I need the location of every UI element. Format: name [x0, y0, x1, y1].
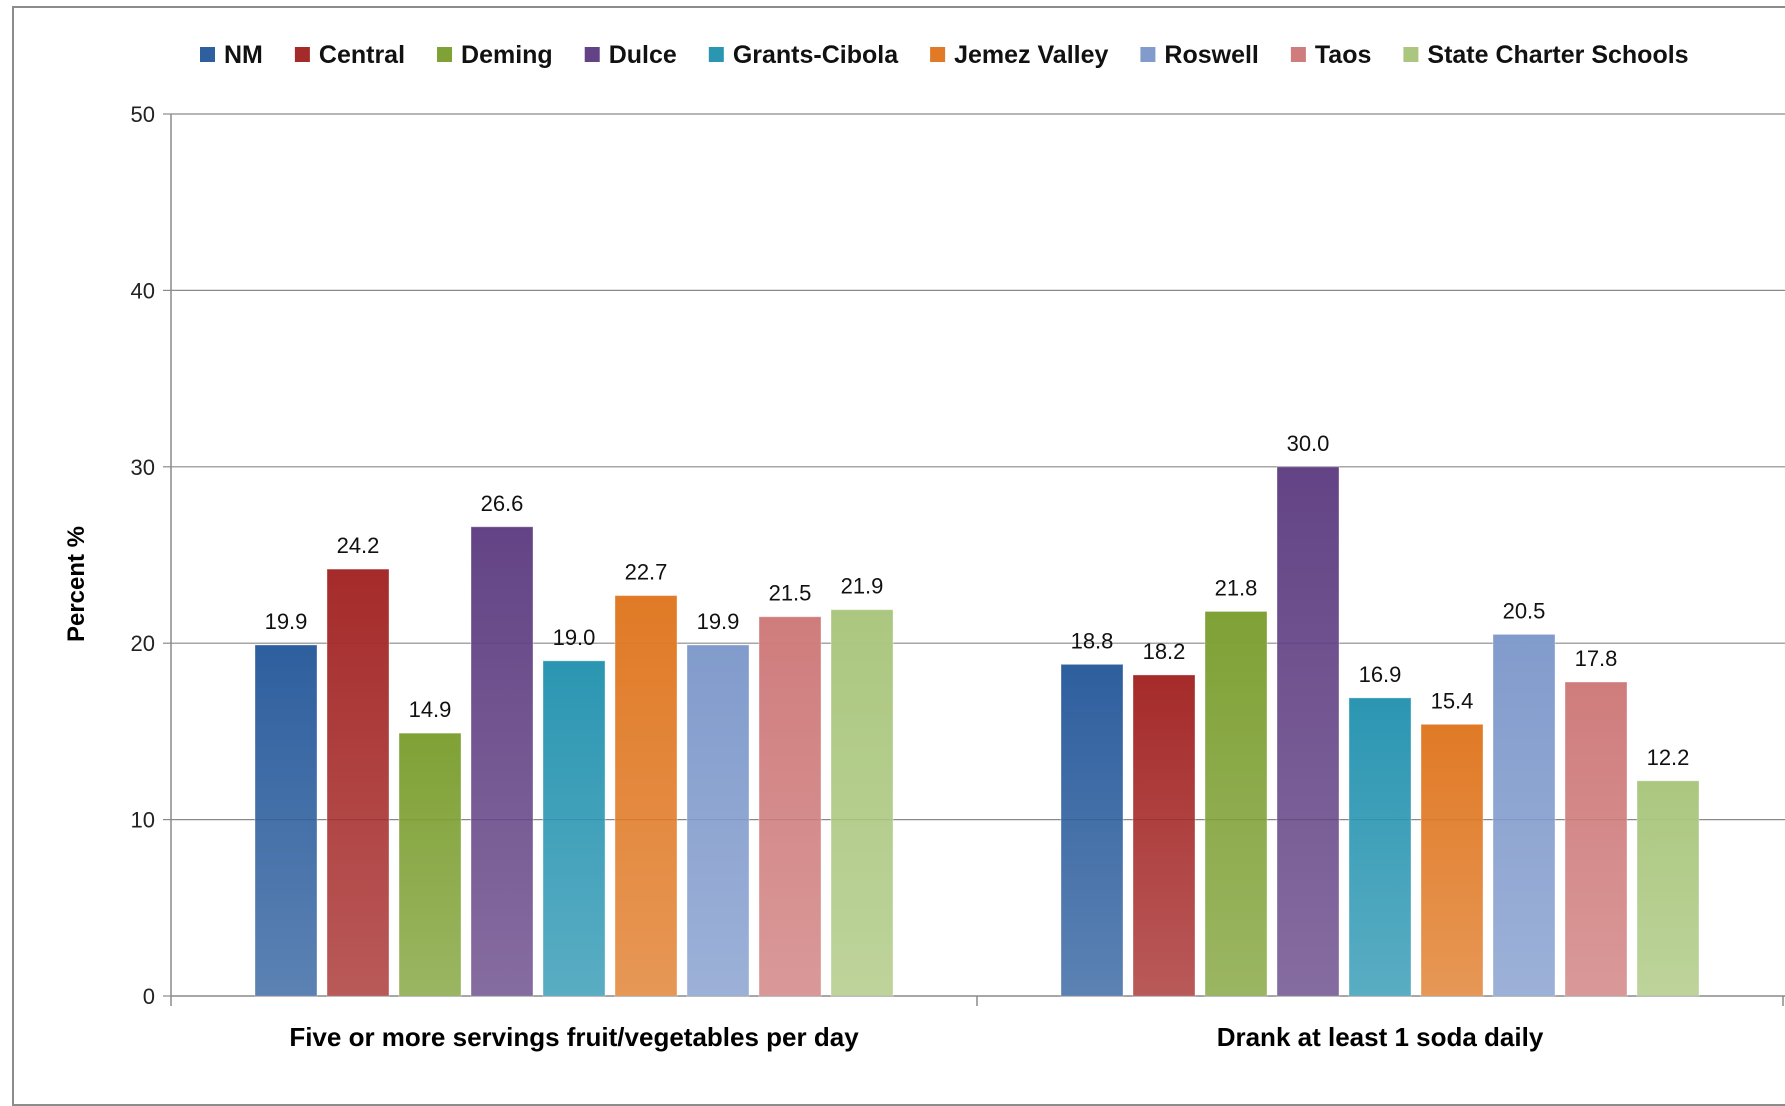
y-tick-label: 10 — [131, 808, 155, 833]
data-label-dulce-2: 30.0 — [1287, 431, 1330, 456]
bar-taos-2 — [1564, 681, 1628, 997]
legend-swatch — [437, 47, 453, 62]
legend-swatch — [584, 47, 600, 62]
data-label-dulce-1: 26.6 — [481, 491, 524, 516]
data-label-grants-cibola-2: 16.9 — [1359, 662, 1402, 687]
bar-jemez-valley-1 — [614, 595, 678, 997]
bar-central-2 — [1132, 674, 1196, 997]
y-tick-label: 30 — [131, 455, 155, 480]
category-label-1: Five or more servings fruit/vegetables p… — [289, 1022, 859, 1052]
legend-label: Roswell — [1164, 41, 1258, 69]
data-label-roswell-1: 19.9 — [697, 609, 740, 634]
data-label-central-2: 18.2 — [1143, 639, 1186, 664]
bar-state-charter-schools-1 — [830, 609, 894, 997]
legend-item-roswell: Roswell — [1140, 41, 1259, 69]
bar-roswell-1 — [686, 644, 750, 997]
bars — [254, 466, 1700, 997]
y-tick-label: 20 — [131, 631, 155, 656]
legend-item-grants-cibola: Grants-Cibola — [708, 41, 899, 69]
legend-label: Taos — [1315, 41, 1372, 69]
legend-label: NM — [224, 41, 263, 69]
legend-swatch — [200, 47, 215, 62]
legend-label: Grants-Cibola — [733, 41, 899, 69]
bar-roswell-2 — [1492, 633, 1556, 997]
legend-swatch — [1403, 47, 1419, 62]
data-label-deming-2: 21.8 — [1215, 575, 1258, 600]
y-tick-label: 40 — [131, 278, 155, 303]
legend-swatch — [1140, 47, 1156, 62]
legend-item-nm: NM — [200, 41, 263, 69]
data-label-central-1: 24.2 — [337, 533, 380, 558]
y-axis-title: Percent % — [63, 526, 90, 642]
data-labels: 19.9 24.2 14.9 26.6 19.0 22.7 19.9 21.5 21.9 18.8… — [265, 431, 1690, 770]
bar-nm-1 — [254, 644, 318, 997]
bar-deming-2 — [1204, 610, 1268, 997]
legend-item-jemez-valley: Jemez Valley — [930, 41, 1108, 69]
y-axis-ticks: 0 10 20 30 40 50 — [131, 102, 171, 1009]
bar-jemez-valley-2 — [1420, 723, 1484, 997]
legend-swatch — [708, 47, 724, 62]
data-label-jemez-valley-2: 15.4 — [1431, 688, 1474, 713]
bar-nm-2 — [1060, 663, 1124, 997]
legend: NM Central Deming Dulce Grants-Cibola Jemez V… — [200, 41, 1689, 69]
legend-item-dulce: Dulce — [584, 41, 677, 69]
category-labels: Five or more servings fruit/vegetables p… — [289, 1022, 1543, 1052]
data-label-state-charter-schools-2: 12.2 — [1647, 745, 1690, 770]
data-label-nm-1: 19.9 — [265, 609, 308, 634]
bar-dulce-2 — [1276, 466, 1340, 997]
data-label-taos-2: 17.8 — [1575, 646, 1618, 671]
data-label-roswell-2: 20.5 — [1503, 598, 1546, 623]
legend-swatch — [294, 47, 310, 62]
y-tick-label: 0 — [143, 984, 155, 1009]
y-tick-label: 50 — [131, 102, 155, 127]
bar-central-1 — [326, 568, 390, 997]
data-label-jemez-valley-1: 22.7 — [625, 560, 668, 585]
data-label-taos-1: 21.5 — [769, 581, 812, 606]
legend-label: Jemez Valley — [954, 41, 1108, 69]
legend-swatch — [930, 47, 946, 62]
category-label-2: Drank at least 1 soda daily — [1217, 1022, 1544, 1052]
legend-label: Central — [319, 41, 405, 69]
legend-item-state-charter-schools: State Charter Schools — [1403, 41, 1689, 69]
legend-label: Dulce — [609, 41, 677, 69]
data-label-nm-2: 18.8 — [1071, 628, 1114, 653]
legend-item-central: Central — [294, 41, 405, 69]
legend-item-taos: Taos — [1290, 41, 1372, 69]
bar-grants-cibola-2 — [1348, 697, 1412, 997]
legend-label: Deming — [461, 41, 553, 69]
bar-taos-1 — [758, 616, 822, 997]
data-label-deming-1: 14.9 — [409, 697, 452, 722]
legend-swatch — [1290, 47, 1306, 62]
bar-grants-cibola-1 — [542, 660, 606, 997]
data-label-state-charter-schools-1: 21.9 — [841, 574, 884, 599]
data-label-grants-cibola-1: 19.0 — [553, 625, 596, 650]
bar-dulce-1 — [470, 526, 534, 997]
legend-item-deming: Deming — [437, 41, 553, 69]
bar-deming-1 — [398, 732, 462, 997]
bar-state-charter-schools-2 — [1636, 780, 1700, 997]
legend-label: State Charter Schools — [1427, 41, 1688, 69]
